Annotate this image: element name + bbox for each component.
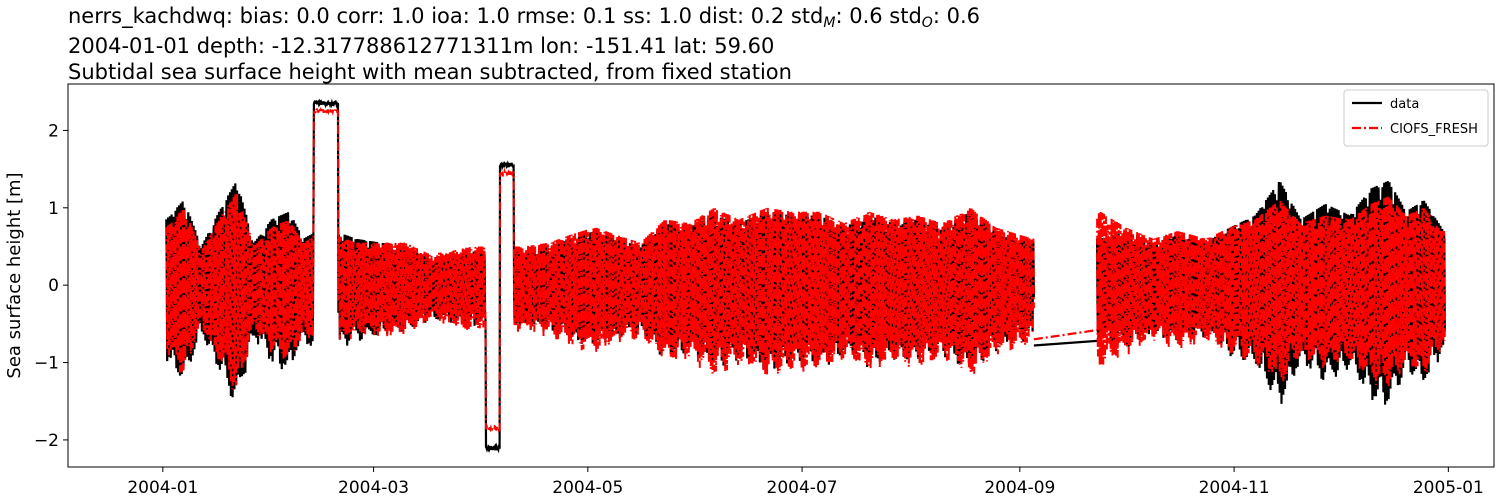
series-line <box>165 106 1035 433</box>
gap-connector-line <box>1033 339 1098 347</box>
chart-legend: data CIOFS_FRESH <box>1343 89 1489 147</box>
chart-title-stats: nerrs_kachdwq: bias: 0.0 corr: 1.0 ioa: … <box>68 3 980 31</box>
series-line <box>1096 196 1446 387</box>
x-tick-label: 2004-03 <box>338 478 409 498</box>
title-std-model-sub: M <box>823 15 836 31</box>
y-tick-label: −1 <box>34 354 59 374</box>
legend-label: CIOFS_FRESH <box>1390 122 1478 137</box>
y-tick-label: 2 <box>48 121 59 141</box>
x-tick-label: 2004-09 <box>984 478 1055 498</box>
legend-label: data <box>1390 97 1419 112</box>
title-std-obs-value: : 0.6 <box>932 4 980 28</box>
x-tick-label: 2004-01 <box>127 478 198 498</box>
chart-title-location: 2004-01-01 depth: -12.317788612771311m l… <box>68 34 775 58</box>
x-tick-label: 2005-01 <box>1413 478 1484 498</box>
plot-frame <box>67 83 1495 468</box>
title-std-model-value: : 0.6 std <box>835 4 922 28</box>
axes-layer: 2004-01 2004-03 2004-05 2004-07 2004-09 2004-… <box>34 121 1484 498</box>
gap-connector-line <box>1033 328 1098 341</box>
x-tick-label: 2004-05 <box>552 478 623 498</box>
x-tick-label: 2004-11 <box>1199 478 1270 498</box>
title-std-obs-sub: O <box>921 15 933 31</box>
y-tick-label: 1 <box>48 199 59 219</box>
title-stats-prefix: nerrs_kachdwq: bias: 0.0 corr: 1.0 ioa: … <box>68 4 824 28</box>
chart-title-description: Subtidal sea surface height with mean su… <box>68 60 792 84</box>
x-tick-label: 2004-07 <box>767 478 838 498</box>
series-layer <box>165 98 1446 454</box>
y-tick-label: −2 <box>34 431 59 451</box>
y-axis-label: Sea surface height [m] <box>4 172 25 378</box>
series-CIOFS_FRESH <box>165 106 1446 433</box>
y-tick-label: 0 <box>48 276 59 296</box>
